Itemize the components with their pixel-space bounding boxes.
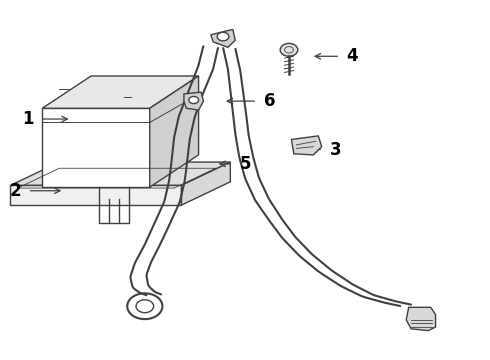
Text: 5: 5 <box>239 155 251 173</box>
Text: 2: 2 <box>9 182 21 200</box>
Text: 6: 6 <box>264 92 275 110</box>
Circle shape <box>280 43 298 56</box>
Polygon shape <box>292 136 322 155</box>
Text: 4: 4 <box>347 47 358 65</box>
Polygon shape <box>184 92 203 110</box>
Polygon shape <box>10 162 230 185</box>
Polygon shape <box>406 307 436 330</box>
Circle shape <box>189 96 198 104</box>
Text: 1: 1 <box>22 110 33 128</box>
Polygon shape <box>211 30 235 47</box>
Polygon shape <box>150 76 198 187</box>
Circle shape <box>217 32 229 41</box>
Polygon shape <box>181 162 230 205</box>
Polygon shape <box>10 185 181 205</box>
Polygon shape <box>42 76 198 108</box>
Text: 3: 3 <box>330 140 341 158</box>
Polygon shape <box>42 108 150 187</box>
